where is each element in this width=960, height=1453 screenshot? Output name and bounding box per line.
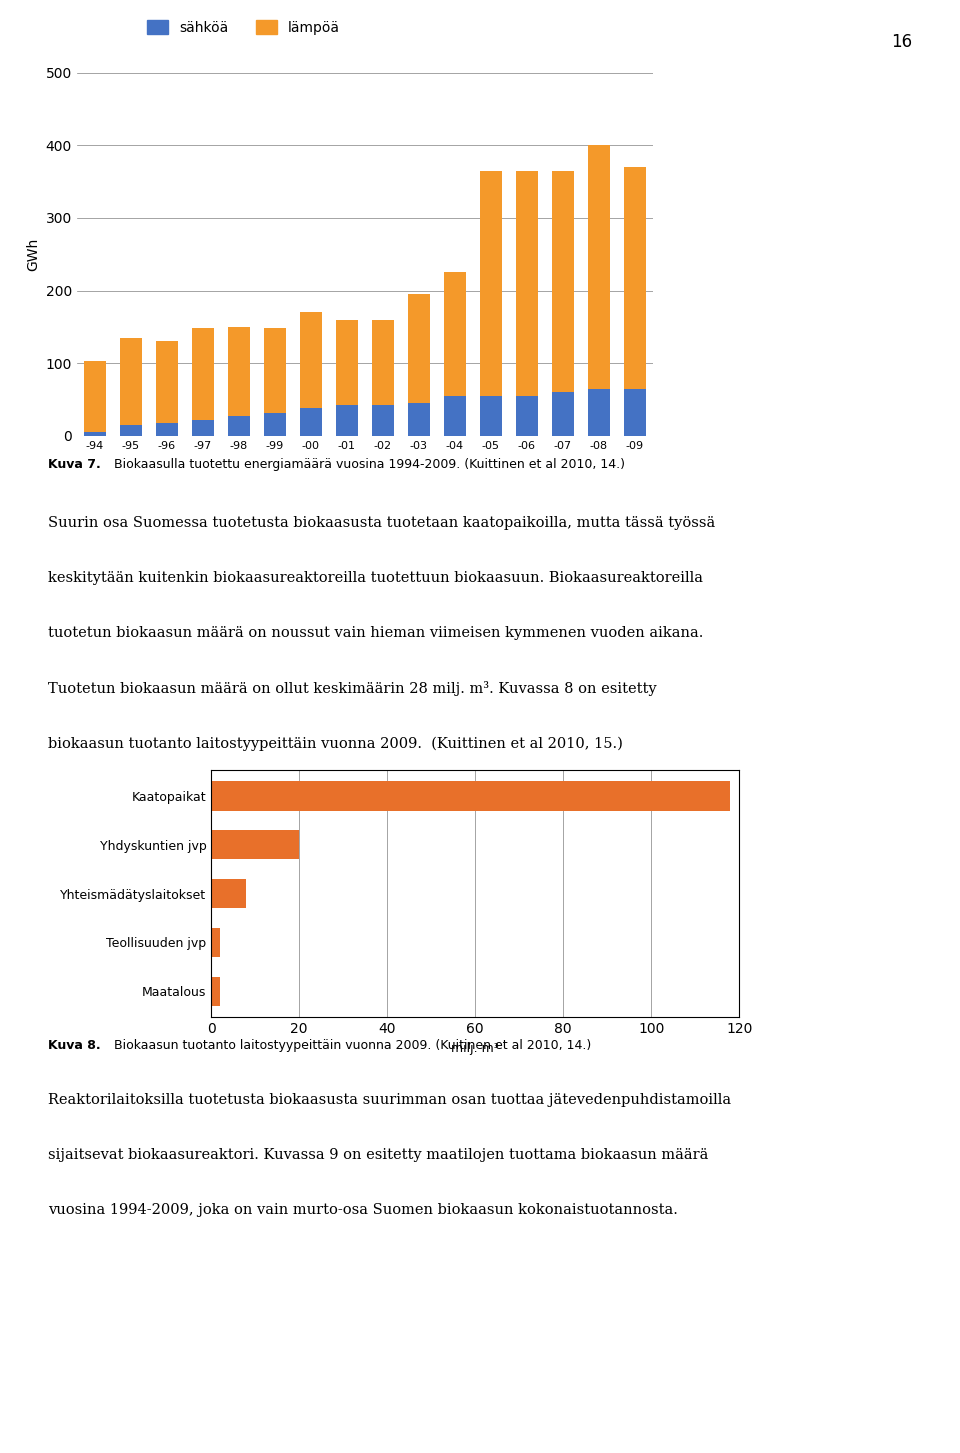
- Text: vuosina 1994-2009, joka on vain murto-osa Suomen biokaasun kokonaistuotannosta.: vuosina 1994-2009, joka on vain murto-os…: [48, 1203, 678, 1218]
- Bar: [516, 397, 538, 436]
- Text: Biokaasun tuotanto laitostyypeittäin vuonna 2009. (Kuitinen et al 2010, 14.): Biokaasun tuotanto laitostyypeittäin vuo…: [110, 1039, 591, 1052]
- Bar: [211, 830, 300, 859]
- Text: Kuva 8.: Kuva 8.: [48, 1039, 101, 1052]
- Text: Tuotetun biokaasun määrä on ollut keskimäärin 28 milj. m³. Kuvassa 8 on esitetty: Tuotetun biokaasun määrä on ollut keskim…: [48, 681, 657, 696]
- Bar: [84, 433, 106, 436]
- Bar: [444, 273, 466, 436]
- Bar: [156, 341, 178, 436]
- Bar: [192, 420, 213, 436]
- Bar: [480, 171, 501, 436]
- Bar: [408, 402, 429, 436]
- Text: Suurin osa Suomessa tuotetusta biokaasusta tuotetaan kaatopaikoilla, mutta tässä: Suurin osa Suomessa tuotetusta biokaasus…: [48, 516, 715, 530]
- Bar: [516, 171, 538, 436]
- Bar: [84, 362, 106, 436]
- Bar: [624, 389, 645, 436]
- Text: biokaasun tuotanto laitostyypeittäin vuonna 2009.  (Kuittinen et al 2010, 15.): biokaasun tuotanto laitostyypeittäin vuo…: [48, 737, 623, 751]
- Bar: [300, 312, 322, 436]
- Bar: [120, 426, 142, 436]
- Bar: [264, 413, 286, 436]
- Bar: [211, 976, 220, 1005]
- Bar: [228, 327, 250, 436]
- Bar: [336, 320, 357, 436]
- Bar: [211, 928, 220, 958]
- Bar: [211, 782, 731, 811]
- Bar: [336, 405, 357, 436]
- Text: sijaitsevat biokaasureaktori. Kuvassa 9 on esitetty maatilojen tuottama biokaasu: sijaitsevat biokaasureaktori. Kuvassa 9 …: [48, 1148, 708, 1162]
- Text: Biokaasulla tuotettu energiamäärä vuosina 1994-2009. (Kuittinen et al 2010, 14.): Biokaasulla tuotettu energiamäärä vuosin…: [110, 458, 625, 471]
- Bar: [624, 167, 645, 436]
- Bar: [408, 295, 429, 436]
- Text: Kuva 7.: Kuva 7.: [48, 458, 101, 471]
- Bar: [300, 408, 322, 436]
- Bar: [120, 339, 142, 436]
- Y-axis label: GWh: GWh: [26, 238, 40, 270]
- Text: 16: 16: [891, 33, 912, 51]
- Bar: [480, 397, 501, 436]
- Legend: sähköä, lämpöä: sähköä, lämpöä: [141, 15, 346, 41]
- Bar: [372, 405, 394, 436]
- Text: Reaktorilaitoksilla tuotetusta biokaasusta suurimman osan tuottaa jätevedenpuhdi: Reaktorilaitoksilla tuotetusta biokaasus…: [48, 1093, 732, 1107]
- Bar: [552, 392, 574, 436]
- Bar: [156, 423, 178, 436]
- Bar: [372, 320, 394, 436]
- Bar: [444, 397, 466, 436]
- Bar: [228, 416, 250, 436]
- Bar: [588, 145, 610, 436]
- Bar: [588, 389, 610, 436]
- Bar: [211, 879, 247, 908]
- Text: tuotetun biokaasun määrä on noussut vain hieman viimeisen kymmenen vuoden aikana: tuotetun biokaasun määrä on noussut vain…: [48, 626, 704, 641]
- Bar: [192, 328, 213, 436]
- Bar: [264, 328, 286, 436]
- X-axis label: milj. m³: milj. m³: [451, 1042, 499, 1055]
- Text: keskitytään kuitenkin biokaasureaktoreilla tuotettuun biokaasuun. Biokaasureakto: keskitytään kuitenkin biokaasureaktoreil…: [48, 571, 703, 586]
- Bar: [552, 171, 574, 436]
